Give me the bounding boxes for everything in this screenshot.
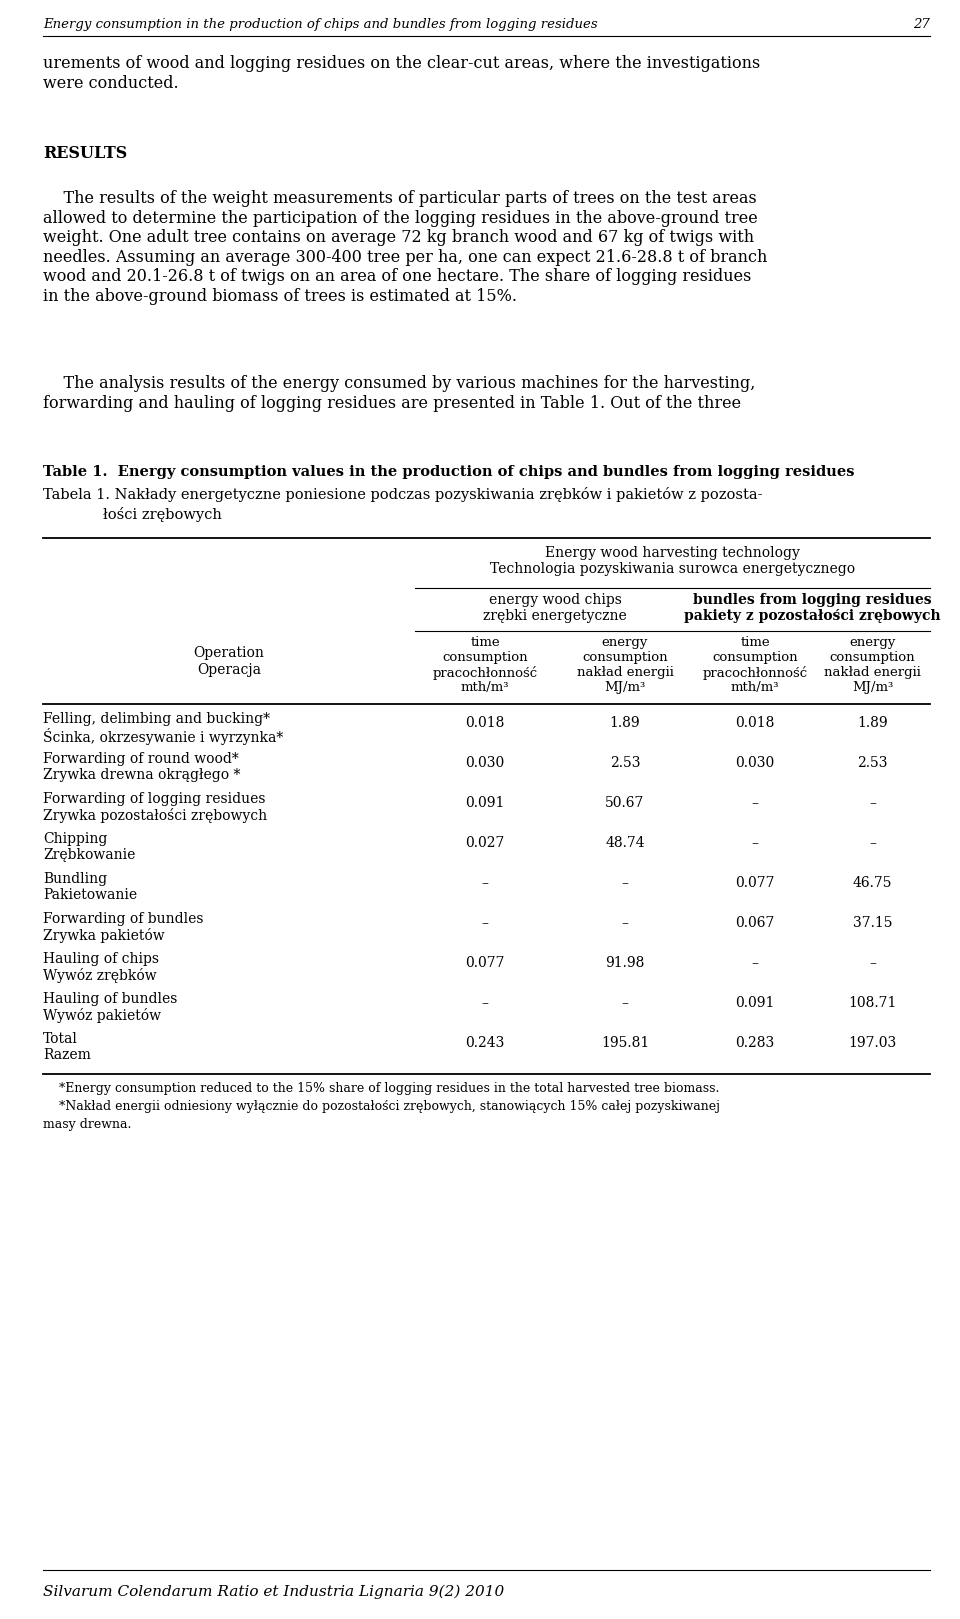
Text: –: – [869,797,876,810]
Text: 0.067: 0.067 [735,916,775,929]
Text: –: – [482,876,489,890]
Text: Forwarding of bundles: Forwarding of bundles [43,911,204,926]
Text: Wywóz pakietów: Wywóz pakietów [43,1009,161,1023]
Text: pracochłonność: pracochłonność [703,665,807,680]
Text: –: – [752,797,758,810]
Text: 0.077: 0.077 [466,955,505,970]
Text: Ścinka, okrzesywanie i wyrzynka*: Ścinka, okrzesywanie i wyrzynka* [43,729,283,745]
Text: –: – [869,955,876,970]
Text: Felling, delimbing and bucking*: Felling, delimbing and bucking* [43,712,270,725]
Text: Energy wood harvesting technology: Energy wood harvesting technology [545,546,800,560]
Text: Zrębkowanie: Zrębkowanie [43,848,135,861]
Text: –: – [621,996,629,1010]
Text: Operacja: Operacja [197,664,261,677]
Text: 0.018: 0.018 [466,716,505,730]
Text: mth/m³: mth/m³ [461,682,509,695]
Text: Razem: Razem [43,1047,91,1062]
Text: consumption: consumption [829,651,915,664]
Text: mth/m³: mth/m³ [731,682,780,695]
Text: 0.077: 0.077 [735,876,775,890]
Text: The analysis results of the energy consumed by various machines for the harvesti: The analysis results of the energy consu… [43,376,756,411]
Text: Chipping: Chipping [43,832,108,847]
Text: urements of wood and logging residues on the clear-cut areas, where the investig: urements of wood and logging residues on… [43,55,760,92]
Text: –: – [869,835,876,850]
Text: nakład energii: nakład energii [577,665,673,678]
Text: –: – [752,955,758,970]
Text: pracochłonność: pracochłonność [432,665,538,680]
Text: 2.53: 2.53 [610,756,640,771]
Text: pakiety z pozostałości zrębowych: pakiety z pozostałości zrębowych [684,609,941,623]
Text: consumption: consumption [582,651,668,664]
Text: zrębki energetyczne: zrębki energetyczne [483,609,627,623]
Text: masy drewna.: masy drewna. [43,1119,132,1132]
Text: Hauling of bundles: Hauling of bundles [43,992,178,1005]
Text: 2.53: 2.53 [857,756,888,771]
Text: –: – [621,916,629,929]
Text: *Energy consumption reduced to the 15% share of logging residues in the total ha: *Energy consumption reduced to the 15% s… [43,1081,719,1094]
Text: 0.027: 0.027 [466,835,505,850]
Text: MJ/m³: MJ/m³ [852,682,893,695]
Text: Technologia pozyskiwania surowca energetycznego: Technologia pozyskiwania surowca energet… [490,562,855,576]
Text: –: – [752,835,758,850]
Text: Table 1.  Energy consumption values in the production of chips and bundles from : Table 1. Energy consumption values in th… [43,465,854,479]
Text: energy wood chips: energy wood chips [489,593,621,607]
Text: Zrywka pakietów: Zrywka pakietów [43,928,164,942]
Text: 48.74: 48.74 [605,835,645,850]
Text: Pakietowanie: Pakietowanie [43,887,137,902]
Text: 0.091: 0.091 [735,996,775,1010]
Text: Wywóz zrębków: Wywóz zrębków [43,968,156,983]
Text: Energy consumption in the production of chips and bundles from logging residues: Energy consumption in the production of … [43,18,598,31]
Text: MJ/m³: MJ/m³ [605,682,646,695]
Text: Bundling: Bundling [43,873,108,886]
Text: 0.030: 0.030 [466,756,505,771]
Text: 46.75: 46.75 [852,876,892,890]
Text: nakład energii: nakład energii [824,665,921,678]
Text: Forwarding of round wood*: Forwarding of round wood* [43,751,239,766]
Text: Zrywka drewna okrągłego *: Zrywka drewna okrągłego * [43,767,240,782]
Text: energy: energy [850,636,896,649]
Text: RESULTS: RESULTS [43,146,128,162]
Text: Tabela 1. Nakłady energetyczne poniesione podczas pozyskiwania zrębków i pakietó: Tabela 1. Nakłady energetyczne poniesion… [43,487,762,502]
Text: Zrywka pozostałości zrębowych: Zrywka pozostałości zrębowych [43,808,267,822]
Text: –: – [482,916,489,929]
Text: 0.030: 0.030 [735,756,775,771]
Text: *Nakład energii odniesiony wyłącznie do pozostałości zrębowych, stanowiących 15%: *Nakład energii odniesiony wyłącznie do … [43,1099,720,1112]
Text: 197.03: 197.03 [849,1036,897,1051]
Text: energy: energy [602,636,648,649]
Text: consumption: consumption [443,651,528,664]
Text: 0.018: 0.018 [735,716,775,730]
Text: Silvarum Colendarum Ratio et Industria Lignaria 9(2) 2010: Silvarum Colendarum Ratio et Industria L… [43,1585,504,1600]
Text: Hauling of chips: Hauling of chips [43,952,159,967]
Text: –: – [621,876,629,890]
Text: time: time [740,636,770,649]
Text: consumption: consumption [712,651,798,664]
Text: –: – [482,996,489,1010]
Text: Operation: Operation [194,646,264,661]
Text: 1.89: 1.89 [610,716,640,730]
Text: 91.98: 91.98 [606,955,645,970]
Text: 1.89: 1.89 [857,716,888,730]
Text: Forwarding of logging residues: Forwarding of logging residues [43,792,266,806]
Text: 37.15: 37.15 [852,916,892,929]
Text: łości zrębowych: łości zrębowych [103,507,222,521]
Text: 195.81: 195.81 [601,1036,649,1051]
Text: 50.67: 50.67 [606,797,645,810]
Text: 108.71: 108.71 [849,996,897,1010]
Text: time: time [470,636,500,649]
Text: Total: Total [43,1031,78,1046]
Text: The results of the weight measurements of particular parts of trees on the test : The results of the weight measurements o… [43,189,767,304]
Text: 0.283: 0.283 [735,1036,775,1051]
Text: bundles from logging residues: bundles from logging residues [693,593,932,607]
Text: 0.243: 0.243 [466,1036,505,1051]
Text: 27: 27 [913,18,930,31]
Text: 0.091: 0.091 [466,797,505,810]
